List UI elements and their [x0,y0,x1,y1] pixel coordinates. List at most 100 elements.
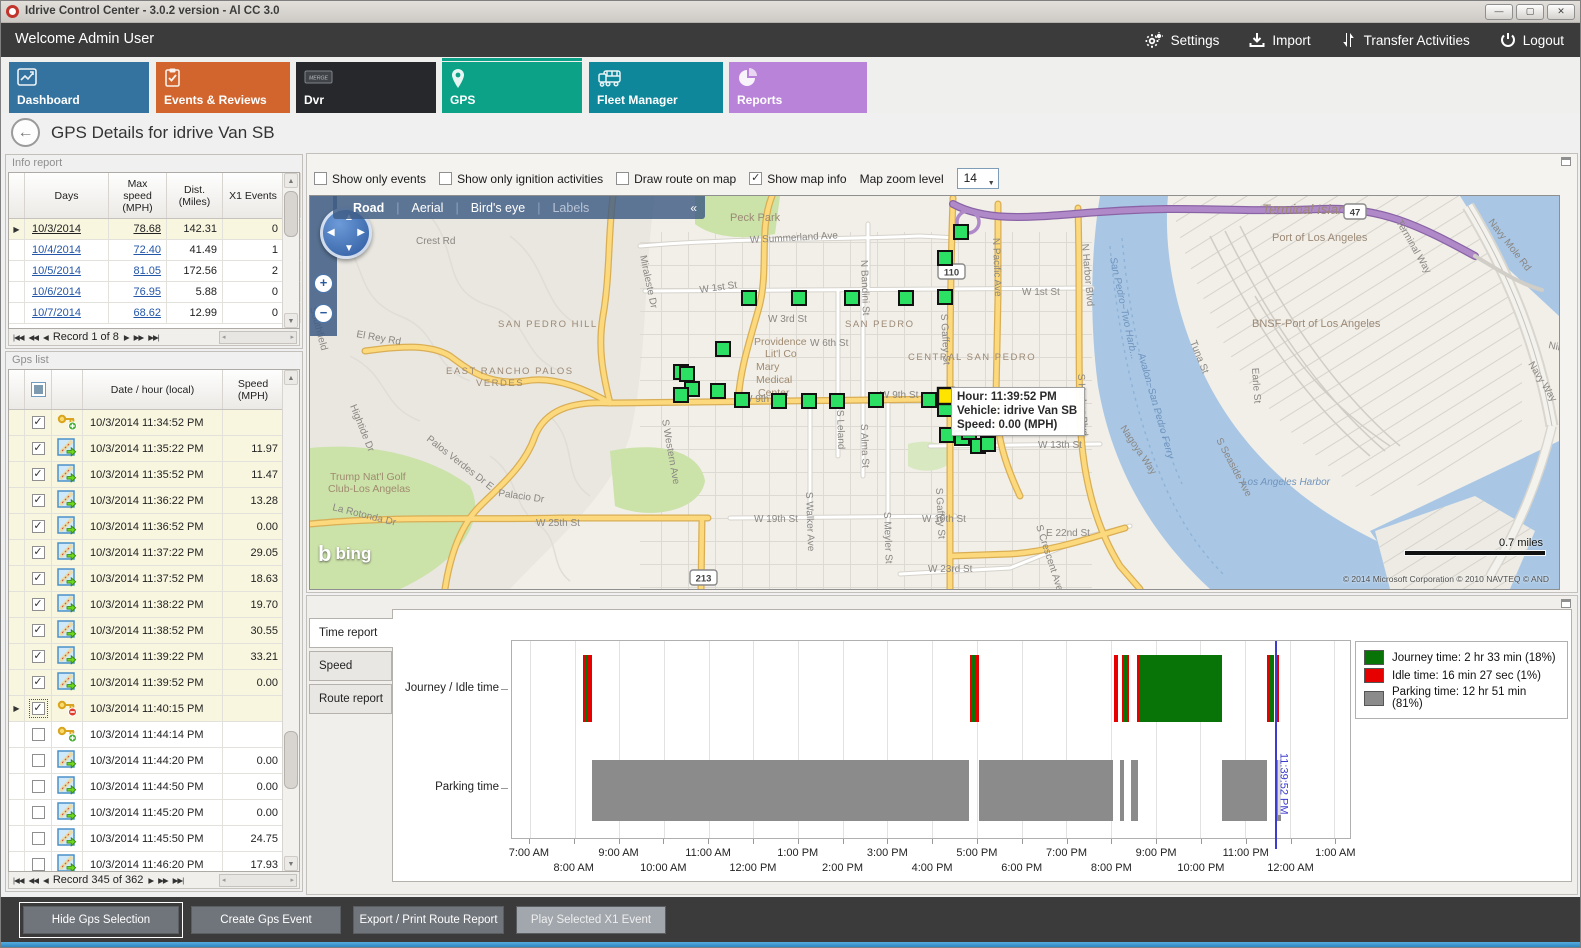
pager-last-icon[interactable]: ▶▶| [148,332,160,342]
checkbox-unchecked-icon[interactable] [314,172,327,185]
vertical-scrollbar[interactable]: ▲ ▼ [282,370,299,871]
gps-point-marker[interactable] [673,387,689,403]
row-checkbox[interactable] [31,728,45,741]
minimize-button[interactable]: — [1485,4,1513,20]
gps-row[interactable]: 10/3/2014 11:36:52 PM0.00 [9,514,299,540]
row-checkbox[interactable] [31,676,45,689]
scroll-up-icon[interactable]: ▲ [284,370,298,385]
panel-restore-icon[interactable] [1561,599,1571,608]
max-speed-link[interactable]: 68.62 [133,307,161,319]
tab-events[interactable]: Events & Reviews [156,62,290,113]
report-tab-time-report[interactable]: Time report [309,618,393,648]
footer-button-create-gps-event[interactable]: Create Gps Event [191,906,341,934]
pager-hscrollbar[interactable] [219,873,297,887]
day-link[interactable]: 10/6/2014 [32,286,81,298]
map-option-2[interactable]: Draw route on map [616,172,736,186]
table-row[interactable]: 10/6/2014 76.95 5.88 0 [9,282,301,303]
gps-point-marker[interactable] [734,392,750,408]
day-link[interactable]: 10/3/2014 [32,223,81,235]
gps-point-marker[interactable] [953,224,969,240]
report-tab-speed-graphic[interactable]: Speed graphic [309,651,392,700]
map-style-road[interactable]: Road [353,200,385,215]
day-link[interactable]: 10/5/2014 [32,265,81,277]
row-checkbox[interactable] [31,754,45,767]
gps-row[interactable]: 10/3/2014 11:45:50 PM 24.75 [9,826,299,852]
table-row[interactable]: 10/7/2014 68.62 12.99 0 [9,303,301,324]
report-tab-route-report[interactable]: Route report [309,684,392,714]
map-option-1[interactable]: Show only ignition activities [439,172,603,186]
row-checkbox[interactable] [31,650,45,663]
scroll-down-icon[interactable]: ▼ [284,856,298,871]
top-action-logout[interactable]: Logout [1500,32,1564,48]
row-checkbox[interactable] [31,806,45,819]
gps-point-marker[interactable] [710,383,726,399]
scroll-thumb[interactable] [284,730,298,789]
pager-prevpage-icon[interactable]: ◀◀ [28,875,39,885]
max-speed-link[interactable]: 76.95 [133,286,161,298]
vertical-scrollbar[interactable]: ▲ ▼ [282,173,299,328]
top-action-transfer[interactable]: Transfer Activities [1341,31,1470,49]
footer-button-play-selected-x1-event[interactable]: Play Selected X1 Event [516,906,666,934]
row-checkbox[interactable] [31,442,45,455]
gps-point-marker[interactable] [921,392,937,408]
pager-first-icon[interactable]: |◀◀ [13,875,25,885]
pager-hscrollbar[interactable] [219,330,297,344]
maximize-button[interactable]: ▢ [1516,4,1544,20]
pager-nextpage-icon[interactable]: ▶▶ [133,332,145,342]
select-all-checkbox[interactable] [30,382,46,397]
map-zoom-select[interactable]: 14 [956,168,999,193]
map-collapse-icon[interactable]: « [690,200,697,215]
row-checkbox[interactable] [31,416,45,429]
gps-row[interactable]: 10/3/2014 11:44:50 PM 0.00 [9,774,299,800]
pager-prev-icon[interactable]: ◀ [43,332,49,342]
checkbox-unchecked-icon[interactable] [439,172,453,185]
scroll-down-icon[interactable]: ▼ [284,313,298,328]
map-zoom-in-button[interactable]: + [314,274,333,293]
pan-left-icon[interactable]: ◀ [327,227,335,238]
panel-restore-icon[interactable] [1561,157,1571,166]
row-checkbox[interactable] [31,468,45,481]
tab-fleet[interactable]: Fleet Manager [589,62,723,113]
map-option-3[interactable]: Show map info [749,172,847,186]
row-checkbox[interactable] [31,832,45,845]
tab-reports[interactable]: Reports [729,62,867,113]
gps-point-marker[interactable] [937,289,953,305]
checkbox-unchecked-icon[interactable] [616,172,630,185]
gps-row[interactable]: 10/3/2014 11:34:52 PM [9,410,299,436]
gps-row[interactable]: ▶ 10/3/2014 11:40:15 PM [9,696,299,722]
gps-point-marker[interactable] [801,393,817,409]
top-action-settings[interactable]: Settings [1145,32,1219,48]
gps-row[interactable]: 10/3/2014 11:45:20 PM 0.00 [9,800,299,826]
gps-point-marker[interactable] [791,290,807,306]
gps-point-marker[interactable] [868,392,884,408]
map-style-birdseye[interactable]: Bird's eye [470,200,526,215]
tab-dashboard[interactable]: Dashboard [9,62,149,113]
gps-point-marker[interactable] [980,436,996,452]
gps-point-marker[interactable] [741,290,757,306]
max-speed-link[interactable]: 81.05 [133,265,161,277]
top-action-import[interactable]: Import [1249,32,1311,48]
pager-prev-icon[interactable]: ◀ [43,875,49,885]
pager-first-icon[interactable]: |◀◀ [13,332,25,342]
gps-row[interactable]: 10/3/2014 11:44:14 PM [9,722,299,748]
scroll-thumb[interactable] [284,191,298,237]
pager-next-icon[interactable]: ▶ [148,875,154,885]
day-link[interactable]: 10/4/2014 [32,244,81,256]
gps-point-marker[interactable] [715,341,731,357]
footer-button-hide-gps-selection[interactable]: Hide Gps Selection [19,902,183,938]
row-checkbox[interactable] [31,520,45,533]
row-checkbox[interactable] [31,546,45,559]
row-checkbox[interactable] [28,699,48,718]
gps-point-marker[interactable] [937,250,953,266]
map-option-0[interactable]: Show only events [314,172,426,186]
pan-right-icon[interactable]: ▶ [357,227,365,238]
row-checkbox[interactable] [31,624,45,637]
gps-row[interactable]: 10/3/2014 11:39:52 PM0.00 [9,670,299,696]
